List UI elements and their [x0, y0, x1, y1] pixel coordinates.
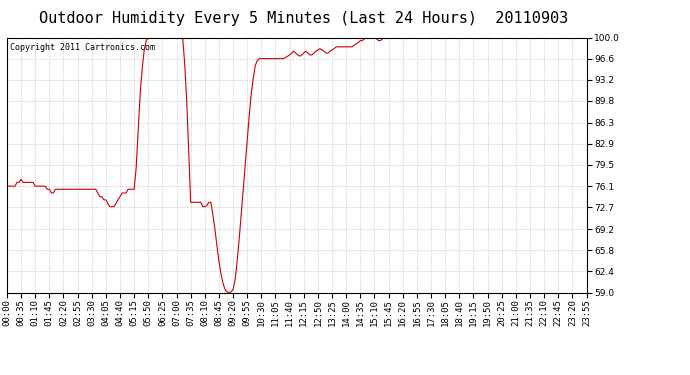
- Text: Copyright 2011 Cartronics.com: Copyright 2011 Cartronics.com: [10, 43, 155, 52]
- Text: Outdoor Humidity Every 5 Minutes (Last 24 Hours)  20110903: Outdoor Humidity Every 5 Minutes (Last 2…: [39, 11, 569, 26]
